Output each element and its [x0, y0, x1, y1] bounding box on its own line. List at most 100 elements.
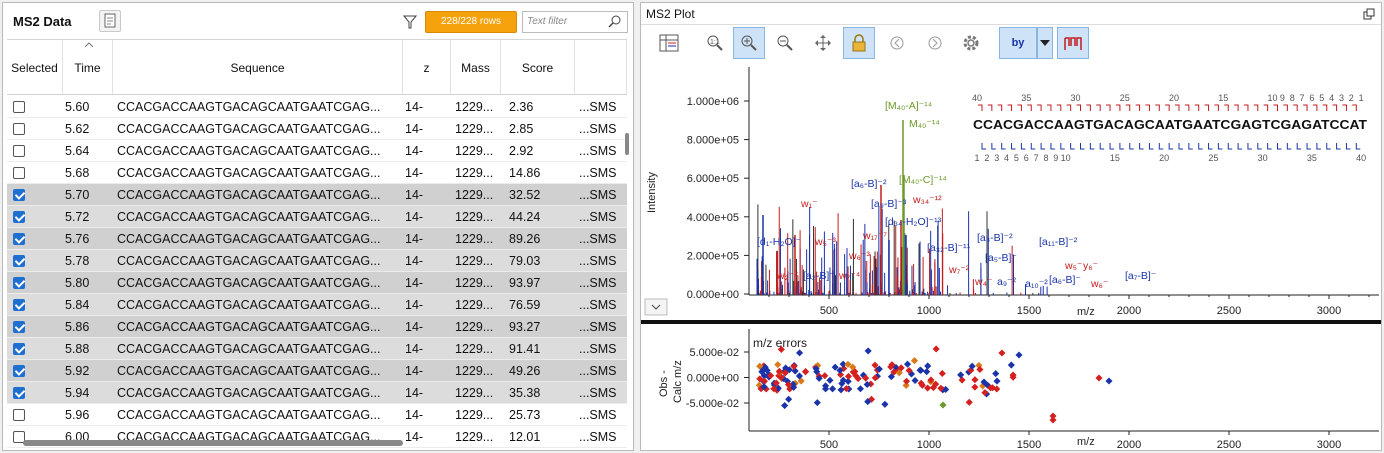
err-x-tick-label: 500	[820, 439, 838, 451]
error-point	[856, 385, 864, 393]
cell-time: 5.96	[65, 408, 90, 422]
zoom-reset-button[interactable]: 1:1	[699, 27, 731, 59]
settings-button[interactable]	[955, 27, 987, 59]
row-checkbox[interactable]	[13, 365, 25, 377]
error-x-label: m/z	[1077, 436, 1095, 448]
prev-button[interactable]	[881, 27, 913, 59]
cell-mass: 1229...	[455, 408, 494, 422]
row-checkbox[interactable]	[13, 145, 25, 157]
ladder-bottom-label: 15	[1110, 153, 1120, 163]
table-row[interactable]: 5.92 CCACGACCAAGTGACAGCAATGAATCGAG... 14- 1…	[7, 360, 627, 382]
error-plot[interactable]: m/z errors Obs - Calc m/z m/z 5.000e-02 0…	[641, 325, 1381, 451]
table-row[interactable]: 5.88 CCACGACCAAGTGACAGCAATGAATCGAG... 14- 1…	[7, 338, 627, 360]
err-x-tick-label: 3000	[1317, 439, 1341, 451]
row-checkbox[interactable]	[13, 431, 25, 443]
peak-annotation: w₄⁻	[974, 276, 993, 288]
col-time[interactable]: Time	[63, 40, 113, 95]
zoom-in-button[interactable]	[733, 27, 765, 59]
table-row[interactable]: 5.78 CCACGACCAAGTGACAGCAATGAATCGAG... 14- 1…	[7, 250, 627, 272]
restore-window-icon[interactable]	[1363, 8, 1375, 20]
row-checkbox[interactable]	[13, 277, 25, 289]
y-axis-label: Intensity	[646, 172, 658, 213]
w-fragment-mark	[1234, 104, 1239, 111]
table-row[interactable]: 5.86 CCACGACCAAGTGACAGCAATGAATCGAG... 14- 1…	[7, 316, 627, 338]
table-row[interactable]: 5.72 CCACGACCAAGTGACAGCAATGAATCGAG... 14- 1…	[7, 206, 627, 228]
vertical-scrollbar[interactable]	[625, 133, 629, 155]
w-fragment-mark	[1096, 104, 1101, 111]
x-tick-label: 1000	[917, 305, 941, 317]
ladder-top-label: 40	[972, 93, 982, 103]
ion-type-button[interactable]: by	[999, 27, 1037, 59]
b-fragment-mark	[1316, 143, 1321, 150]
cell-score: 89.26	[509, 232, 541, 246]
table-row[interactable]: 5.80 CCACGACCAAGTGACAGCAATGAATCGAG... 14- 1…	[7, 272, 627, 294]
collapse-button[interactable]	[644, 298, 668, 316]
peak-annotation: w₂⁻²	[776, 270, 798, 282]
zoom-out-button[interactable]	[769, 27, 801, 59]
peak-annotation: [a₅-B]⁻	[985, 252, 1017, 264]
horizontal-scrollbar[interactable]	[23, 440, 403, 446]
next-button[interactable]	[919, 27, 951, 59]
table-row[interactable]: 5.76 CCACGACCAAGTGACAGCAATGAATCGAG... 14- 1…	[7, 228, 627, 250]
table-row[interactable]: 5.96 CCACGACCAAGTGACAGCAATGAATCGAG... 14- 1…	[7, 404, 627, 426]
lock-button[interactable]	[843, 27, 875, 59]
error-ylabel-2: Calc m/z	[672, 360, 684, 403]
data-header: MS2 Data 228/228 rows Text filter	[3, 3, 633, 39]
row-checkbox[interactable]	[13, 409, 25, 421]
ladder-top-label: 5	[1319, 93, 1324, 103]
ladder-bottom-label: 25	[1208, 153, 1218, 163]
peak-annotation: [a₉-B]⁻³	[871, 198, 907, 210]
cell-seq: CCACGACCAAGTGACAGCAATGAATCGAG...	[117, 342, 381, 356]
x-tick-label: 3000	[1317, 305, 1341, 317]
prev-icon	[890, 36, 904, 50]
error-ylabel-1: Obs -	[658, 370, 670, 397]
row-checkbox[interactable]	[13, 233, 25, 245]
table-row[interactable]: 5.68 CCACGACCAAGTGACAGCAATGAATCGAG... 14- 1…	[7, 162, 627, 184]
row-checkbox[interactable]	[13, 101, 25, 113]
cell-extra: ...SMS	[579, 276, 617, 290]
cell-z: 14-	[405, 386, 424, 400]
error-point	[1009, 371, 1017, 379]
text-filter-input[interactable]: Text filter	[522, 11, 628, 33]
peak-annotation: w₇⁻⁴	[838, 270, 860, 282]
search-icon[interactable]	[607, 15, 623, 29]
b-fragment-mark	[1168, 143, 1174, 150]
cell-seq: CCACGACCAAGTGACAGCAATGAATCGAG...	[117, 298, 381, 312]
col-selected[interactable]: Selected	[7, 40, 63, 95]
table-row[interactable]: 5.94 CCACGACCAAGTGACAGCAATGAATCGAG... 14- 1…	[7, 382, 627, 404]
col-sequence[interactable]: Sequence	[113, 40, 403, 95]
peak-annotation: M₄₀⁻¹⁴	[909, 118, 940, 130]
table-row[interactable]: 5.84 CCACGACCAAGTGACAGCAATGAATCGAG... 14- 1…	[7, 294, 627, 316]
row-checkbox[interactable]	[13, 299, 25, 311]
table-row[interactable]: 5.62 CCACGACCAAGTGACAGCAATGAATCGAG... 14- 1…	[7, 118, 627, 140]
splitter[interactable]	[641, 320, 1381, 324]
table-row[interactable]: 5.60 CCACGACCAAGTGACAGCAATGAATCGAG... 14- 1…	[7, 96, 627, 118]
peak-annotation: [a₆-B]⁻²	[851, 178, 887, 190]
row-checkbox[interactable]	[13, 321, 25, 333]
peak-annotation: w₅⁻	[1064, 260, 1083, 272]
export-button[interactable]	[99, 10, 121, 32]
w-fragment-mark	[1184, 104, 1190, 111]
row-checkbox[interactable]	[13, 211, 25, 223]
table-button[interactable]	[653, 27, 685, 59]
filter-icon[interactable]	[403, 14, 417, 30]
table-row[interactable]: 5.64 CCACGACCAAGTGACAGCAATGAATCGAG... 14- 1…	[7, 140, 627, 162]
ion-type-dropdown[interactable]	[1037, 27, 1053, 59]
row-checkbox[interactable]	[13, 387, 25, 399]
table-row[interactable]: 5.70 CCACGACCAAGTGACAGCAATGAATCGAG... 14- 1…	[7, 184, 627, 206]
spectrum-plot[interactable]: Intensity m/z 1.000e+06 8.000e+05 6.000e+0…	[641, 63, 1381, 319]
pan-button[interactable]	[807, 27, 839, 59]
row-checkbox[interactable]	[13, 123, 25, 135]
col-z[interactable]: z	[403, 40, 451, 95]
w-fragment-mark	[1066, 104, 1072, 111]
cell-mass: 1229...	[455, 144, 494, 158]
annotate-button[interactable]	[1057, 27, 1089, 59]
row-checkbox[interactable]	[13, 343, 25, 355]
row-checkbox[interactable]	[13, 167, 25, 179]
col-score[interactable]: Score	[501, 40, 575, 95]
cell-score: 35.38	[509, 386, 541, 400]
col-mass[interactable]: Mass	[451, 40, 501, 95]
row-checkbox[interactable]	[13, 189, 25, 201]
cell-mass: 1229...	[455, 276, 494, 290]
row-checkbox[interactable]	[13, 255, 25, 267]
